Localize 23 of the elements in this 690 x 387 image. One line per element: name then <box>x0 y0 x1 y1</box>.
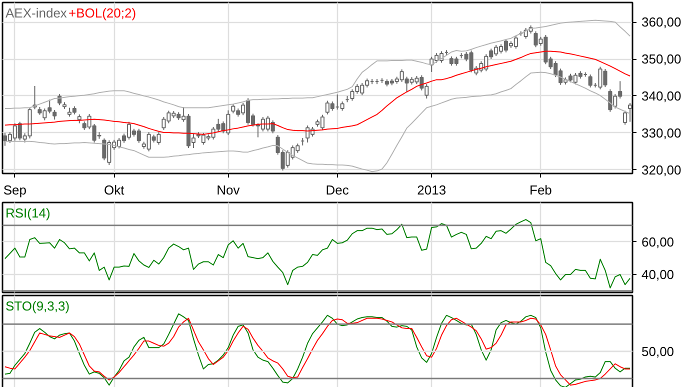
x-tick-label: Nov <box>216 182 240 198</box>
candlestick <box>340 100 344 112</box>
x-tick-label: Feb <box>530 182 552 198</box>
y-tick-label: 360,00 <box>642 14 682 30</box>
x-tick-label: Dec <box>326 182 350 198</box>
candlestick <box>628 102 632 122</box>
y-tick-label: 330,00 <box>642 125 682 140</box>
series-label: STO(9,3,3) <box>6 298 70 314</box>
text: +BOL(20;2) <box>68 6 136 20</box>
y-tick-label: 60,00 <box>642 234 674 250</box>
text: AEX-index <box>6 6 68 20</box>
y-tick-label: 320,00 <box>642 162 682 178</box>
candlestick <box>52 109 57 120</box>
line-series <box>4 219 631 288</box>
y-tick-label: 350,00 <box>642 52 682 67</box>
x-tick-label: Sep <box>3 182 26 198</box>
x-tick-label: 2013 <box>417 182 446 198</box>
y-tick-label: 340,00 <box>642 88 682 104</box>
y-tick-label: 40,00 <box>642 267 674 282</box>
candlestick <box>623 110 628 126</box>
series-label: RSI(14) <box>6 206 50 220</box>
text: 50,00 <box>642 344 674 359</box>
x-tick-label: Okt <box>104 182 125 198</box>
